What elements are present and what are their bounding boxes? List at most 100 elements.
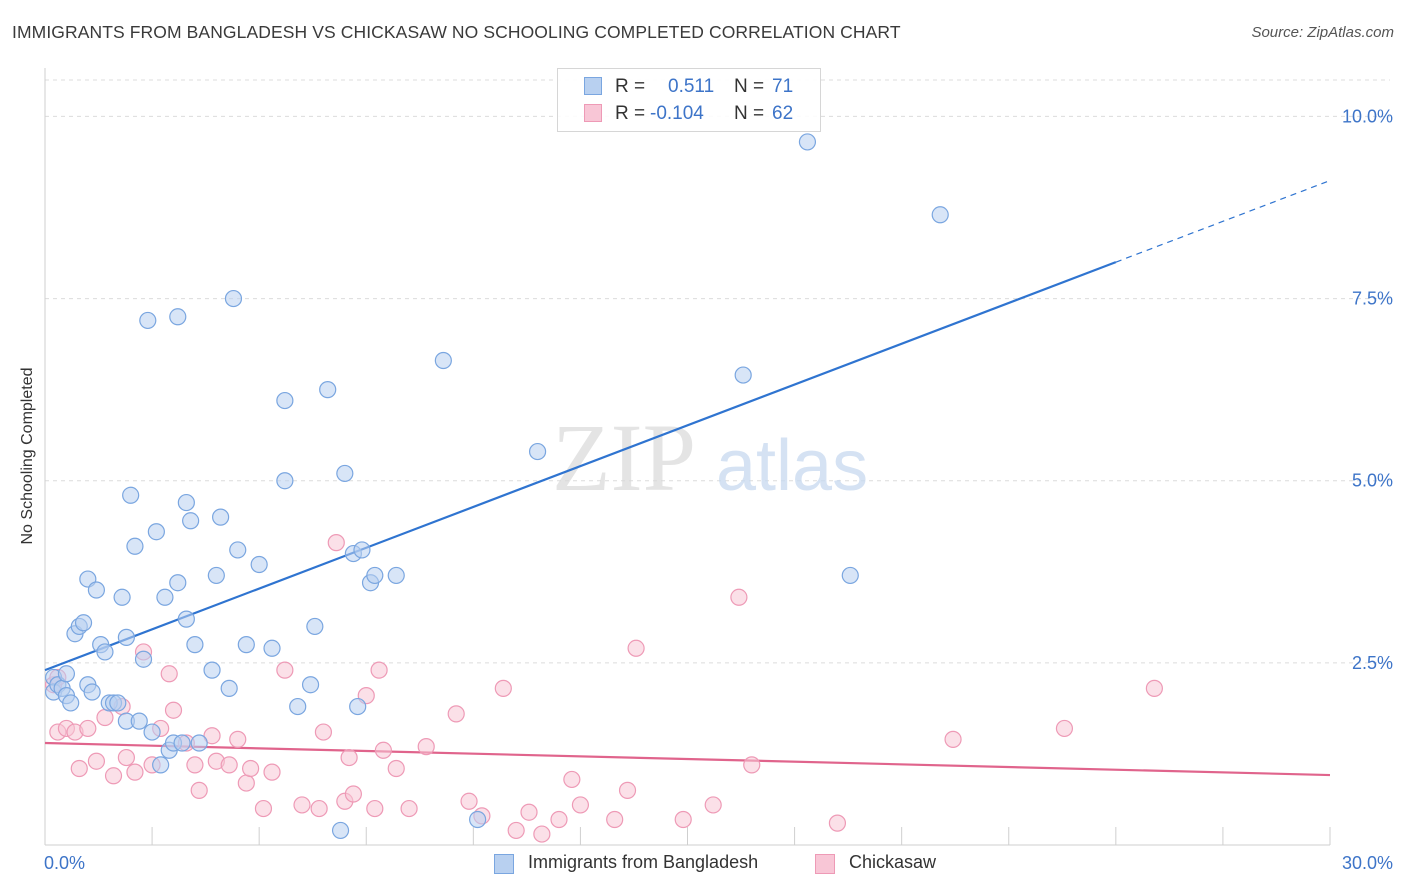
bangladesh-point [276, 391, 294, 410]
chickasaw-trendline [44, 741, 1331, 777]
bangladesh-point [229, 541, 247, 559]
chickasaw-point [730, 588, 748, 606]
correlation-legend: R = 0.511 N = 71 R = -0.104 N = 62 [557, 68, 821, 132]
bangladesh-point [57, 665, 76, 683]
chickasaw-point [327, 534, 345, 552]
bangladesh-point [182, 512, 200, 530]
chickasaw-point [674, 810, 692, 829]
bangladesh-point [263, 639, 281, 657]
chickasaw-point [494, 679, 512, 697]
y-tick-label: 2.5% [1352, 653, 1393, 673]
r-value: 0.511 [668, 76, 715, 97]
bangladesh-point [139, 311, 157, 330]
bangladesh-point [336, 464, 354, 483]
chickasaw-point [606, 810, 624, 829]
bangladesh-point [109, 694, 127, 712]
chickasaw-point [276, 661, 294, 679]
chickasaw-point [263, 763, 281, 781]
bangladesh-point [96, 643, 114, 661]
bangladesh-point [177, 493, 195, 512]
chickasaw-point [186, 756, 204, 774]
bangladesh-point [117, 628, 135, 646]
bangladesh-point [83, 683, 101, 701]
chickasaw-point [400, 799, 418, 818]
bangladesh-point [301, 676, 320, 694]
chickasaw-point [126, 763, 144, 781]
y-tick-label: 10.0% [1342, 106, 1393, 126]
bangladesh-point [528, 442, 547, 461]
n-value: 62 [772, 103, 794, 124]
bangladesh-point [212, 508, 230, 526]
r-value: -0.104 [650, 103, 704, 124]
bottom-legend-label: Immigrants from Bangladesh [528, 852, 759, 872]
bangladesh-point [366, 566, 384, 585]
r-label: R = [615, 76, 646, 97]
chickasaw-point [533, 825, 551, 843]
bottom-legend-swatch-blue [494, 854, 514, 874]
r-label: R = [615, 103, 646, 124]
y-tick-label: 5.0% [1352, 471, 1393, 491]
chickasaw-point [507, 821, 525, 840]
bangladesh-point [207, 566, 225, 585]
chickasaw-point [520, 803, 538, 821]
axis-layer [44, 68, 1331, 846]
bangladesh-point [122, 486, 140, 504]
x-tick-label: 0.0% [44, 853, 85, 873]
chickasaw-point [618, 781, 637, 799]
bangladesh-point [220, 679, 238, 697]
bangladesh-point [156, 588, 174, 606]
bangladesh-point [134, 650, 153, 668]
chart-source: Source: ZipAtlas.com [1251, 24, 1394, 41]
n-label: N = [734, 76, 765, 97]
chickasaw-point [344, 785, 362, 803]
chickasaw-point [370, 661, 388, 679]
chickasaw-point [104, 767, 123, 785]
chickasaw-point [190, 781, 208, 799]
chickasaw-point [1145, 679, 1163, 697]
tick-label-layer: 2.5% 5.0% 7.5% 10.0% 0.0% 30.0% [44, 106, 1393, 873]
chickasaw-point [366, 799, 384, 818]
watermark-atlas: atlas [716, 426, 868, 506]
y-tick-label: 7.5% [1352, 289, 1393, 309]
bangladesh-point [177, 610, 195, 628]
chickasaw-point [79, 719, 97, 738]
bangladesh-point [931, 206, 949, 224]
chickasaw-point [220, 756, 238, 774]
chickasaw-point [237, 774, 255, 792]
chickasaw-point [160, 665, 178, 683]
bangladesh-point [798, 133, 817, 151]
bangladesh-point [87, 581, 106, 599]
chickasaw-point [627, 639, 645, 657]
chickasaw-point [340, 748, 358, 767]
bangladesh-trendline-extension [1115, 179, 1331, 263]
chickasaw-point [1055, 719, 1074, 738]
legend-swatch-blue [584, 77, 602, 95]
legend-row-bangladesh: R = 0.511 N = 71 [558, 74, 820, 100]
chickasaw-point [704, 796, 722, 814]
chart-title: IMMIGRANTS FROM BANGLADESH VS CHICKASAW … [12, 22, 901, 42]
watermark: ZIP atlas [552, 404, 868, 511]
bangladesh-point [306, 617, 324, 636]
bangladesh-point [130, 712, 148, 730]
chickasaw-point [447, 705, 465, 723]
bangladesh-point [841, 566, 859, 585]
bangladesh-point [126, 537, 144, 555]
bangladesh-point [319, 381, 337, 399]
bangladesh-point [237, 636, 255, 654]
grid-layer [45, 79, 1390, 664]
chickasaw-point [550, 810, 568, 829]
watermark-zip: ZIP [552, 404, 696, 511]
bangladesh-point [250, 555, 268, 574]
chickasaw-point [310, 799, 328, 818]
bottom-legend-swatch-pink [815, 854, 835, 874]
bangladesh-point [147, 523, 165, 541]
chickasaw-point [70, 759, 88, 778]
chickasaw-point [314, 723, 333, 741]
bangladesh-point [169, 308, 187, 326]
bottom-legend-label: Chickasaw [849, 852, 937, 872]
bangladesh-point [224, 289, 243, 308]
chickasaw-point [387, 759, 405, 778]
bangladesh-point [113, 588, 131, 606]
bangladesh-point [169, 574, 187, 592]
